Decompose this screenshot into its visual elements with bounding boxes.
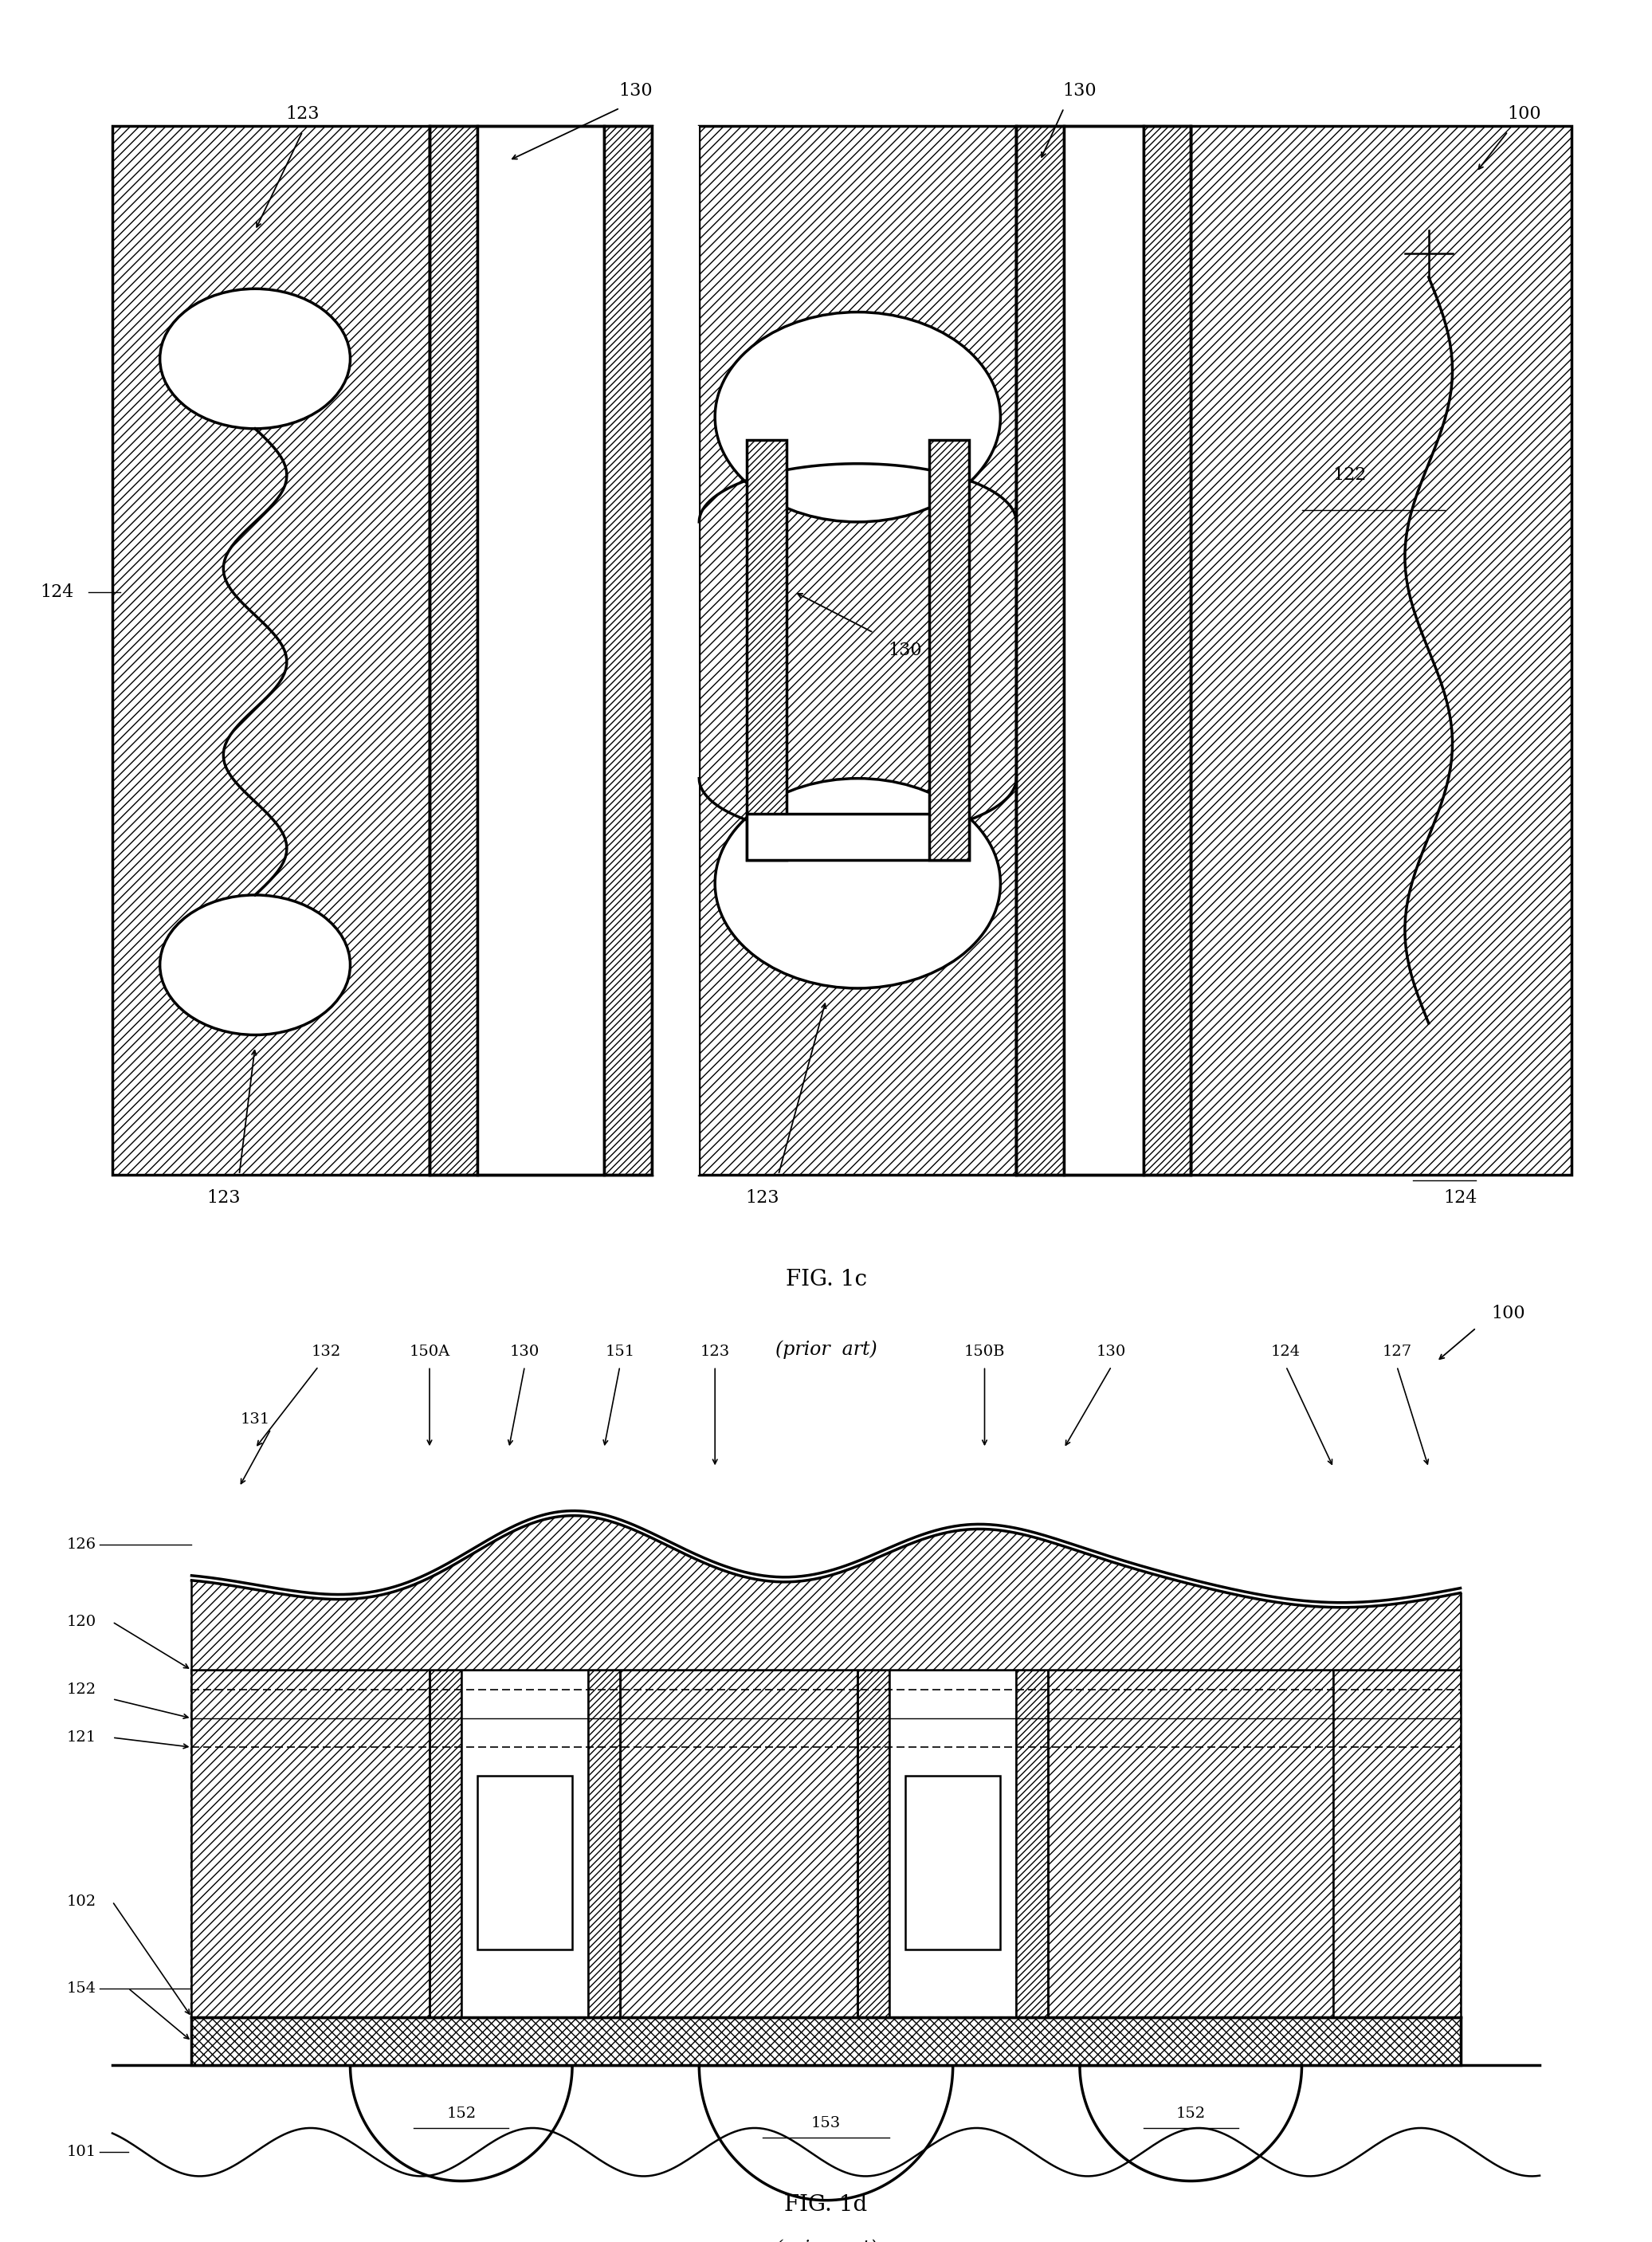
- Text: 132: 132: [312, 1345, 342, 1359]
- Text: FIG. 1c: FIG. 1c: [785, 1269, 867, 1291]
- Text: 152: 152: [446, 2107, 476, 2121]
- Bar: [588, 1670, 620, 2018]
- Bar: [1064, 126, 1143, 1175]
- Text: 120: 120: [66, 1614, 96, 1630]
- Bar: [192, 1670, 889, 2018]
- Bar: [747, 439, 786, 861]
- Bar: [1016, 1670, 1047, 2018]
- Bar: [1016, 126, 1191, 1175]
- Bar: [1191, 126, 1571, 1175]
- Text: 152: 152: [1176, 2107, 1206, 2121]
- Bar: [905, 1776, 1001, 1951]
- Text: 123: 123: [745, 1188, 780, 1206]
- Bar: [430, 126, 477, 1175]
- Text: 100: 100: [1492, 1305, 1525, 1323]
- Text: FIG. 1d: FIG. 1d: [785, 2195, 867, 2215]
- Text: 153: 153: [811, 2116, 841, 2130]
- Bar: [477, 126, 605, 1175]
- Text: 130: 130: [1097, 1345, 1127, 1359]
- Bar: [192, 2018, 1460, 2065]
- Bar: [1143, 126, 1191, 1175]
- Bar: [857, 1670, 889, 2018]
- Text: 150A: 150A: [410, 1345, 449, 1359]
- Bar: [857, 1670, 1460, 2018]
- Text: 130: 130: [1062, 81, 1097, 99]
- Text: 131: 131: [240, 1412, 269, 1426]
- Text: 123: 123: [286, 105, 319, 123]
- Text: 102: 102: [66, 1894, 96, 1908]
- PathPatch shape: [192, 1516, 1460, 1670]
- Text: 124: 124: [1444, 1188, 1477, 1206]
- Bar: [477, 1776, 572, 1951]
- Text: 130: 130: [889, 641, 922, 659]
- Text: 123: 123: [700, 1345, 730, 1359]
- Bar: [651, 126, 699, 1175]
- Text: 100: 100: [1507, 105, 1541, 123]
- Bar: [605, 126, 651, 1175]
- Bar: [192, 1670, 430, 2018]
- Text: 151: 151: [605, 1345, 634, 1359]
- Text: 123: 123: [206, 1188, 240, 1206]
- Text: 150B: 150B: [965, 1345, 1004, 1359]
- Text: 124: 124: [1270, 1345, 1300, 1359]
- Text: 101: 101: [66, 2146, 96, 2159]
- Text: 124: 124: [40, 583, 74, 601]
- Text: 133: 133: [510, 1856, 539, 1870]
- Bar: [1333, 1670, 1460, 2018]
- Bar: [430, 1670, 461, 2018]
- Bar: [747, 814, 968, 861]
- Circle shape: [160, 289, 350, 428]
- Circle shape: [160, 895, 350, 1036]
- Text: (prior  art): (prior art): [775, 2240, 877, 2242]
- Bar: [857, 1670, 1047, 2018]
- Text: 130: 130: [620, 81, 653, 99]
- Text: 122: 122: [66, 1682, 96, 1697]
- Circle shape: [715, 778, 1001, 989]
- Text: 121: 121: [66, 1731, 96, 1744]
- Bar: [699, 126, 1016, 1175]
- Bar: [1016, 126, 1064, 1175]
- Text: 122: 122: [1333, 466, 1366, 484]
- Bar: [430, 126, 651, 1175]
- Text: 130: 130: [510, 1345, 540, 1359]
- Bar: [430, 1670, 620, 2018]
- Bar: [928, 439, 968, 861]
- Bar: [112, 126, 430, 1175]
- Text: 154: 154: [66, 1982, 96, 1995]
- Bar: [620, 1670, 857, 2018]
- Text: 133: 133: [938, 1856, 966, 1870]
- Text: 127: 127: [1383, 1345, 1412, 1359]
- Bar: [461, 1670, 588, 2018]
- Text: 126: 126: [66, 1538, 96, 1551]
- Bar: [889, 1670, 1016, 2018]
- Circle shape: [715, 312, 1001, 522]
- Bar: [1047, 1670, 1333, 2018]
- Text: (prior  art): (prior art): [775, 1341, 877, 1359]
